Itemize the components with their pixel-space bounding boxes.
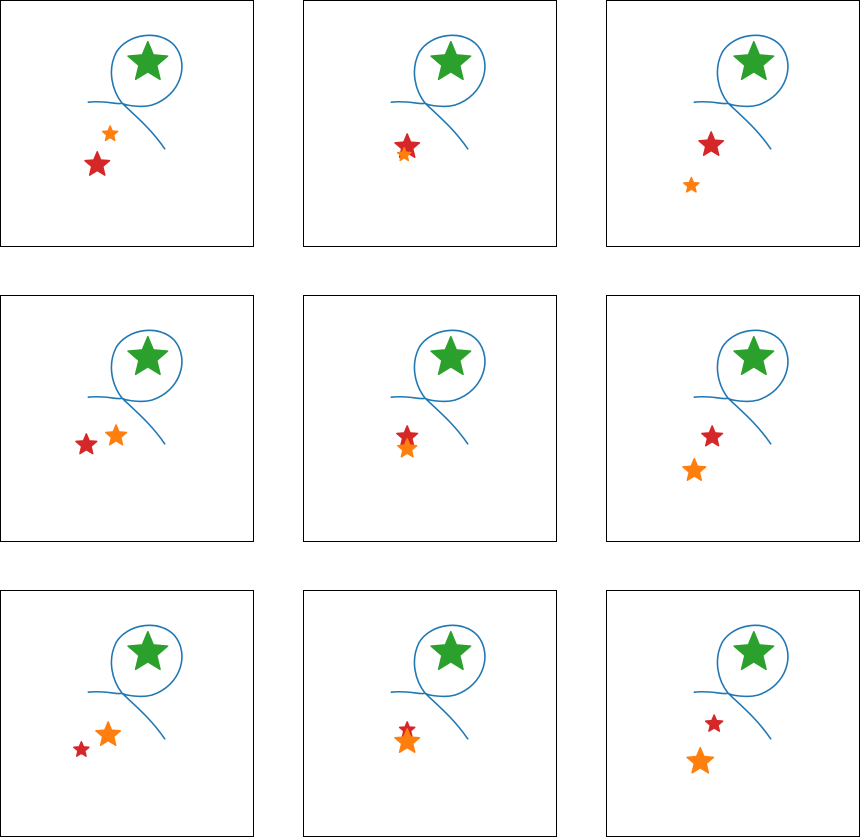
panel-plot: [390, 34, 486, 162]
orange-star-icon: [397, 438, 418, 458]
goal-star-icon: [127, 630, 169, 671]
red-star-icon: [704, 714, 724, 732]
red-star-icon: [84, 151, 111, 176]
trajectory-curve: [390, 329, 486, 445]
orange-star-icon: [686, 746, 715, 774]
goal-star-icon: [733, 630, 775, 671]
orange-star-icon: [104, 424, 128, 446]
panel-7: [0, 590, 254, 837]
panel-9: [606, 590, 860, 837]
trajectory-curve: [87, 329, 183, 445]
panel-8: [303, 590, 557, 837]
trajectory-curve: [693, 624, 789, 740]
red-star-icon: [701, 425, 724, 447]
panel-4: [0, 295, 254, 542]
red-star-icon: [698, 131, 725, 157]
panel-plot: [682, 329, 789, 481]
panel-plot: [73, 624, 183, 757]
goal-star-icon: [430, 630, 472, 671]
panel-3: [606, 0, 860, 247]
panel-plot: [390, 329, 486, 458]
panel-plot: [84, 34, 183, 176]
panel-2: [303, 0, 557, 247]
panel-plot: [686, 624, 789, 774]
trajectory-curve: [390, 624, 486, 740]
trajectory-curve: [693, 34, 789, 150]
goal-star-icon: [430, 40, 472, 81]
orange-star-icon: [683, 176, 700, 193]
orange-star-icon: [95, 721, 122, 747]
goal-star-icon: [127, 335, 169, 376]
red-star-icon: [75, 433, 98, 455]
panel-plot: [683, 34, 789, 193]
goal-star-icon: [127, 40, 169, 81]
panel-1: [0, 0, 254, 247]
trajectory-curve: [87, 34, 183, 150]
panel-plot: [75, 329, 183, 455]
trajectory-curve: [693, 329, 789, 445]
trajectory-curve: [87, 624, 183, 740]
panel-6: [606, 295, 860, 542]
orange-star-icon: [101, 125, 119, 142]
trajectory-curve: [390, 34, 486, 150]
panel-plot: [390, 624, 486, 753]
orange-star-icon: [682, 457, 707, 481]
orange-star-icon: [394, 728, 421, 753]
red-star-icon: [73, 741, 90, 757]
goal-star-icon: [733, 335, 775, 376]
goal-star-icon: [430, 335, 472, 376]
panel-5: [303, 295, 557, 542]
goal-star-icon: [733, 40, 775, 81]
orange-star-icon: [396, 147, 412, 162]
